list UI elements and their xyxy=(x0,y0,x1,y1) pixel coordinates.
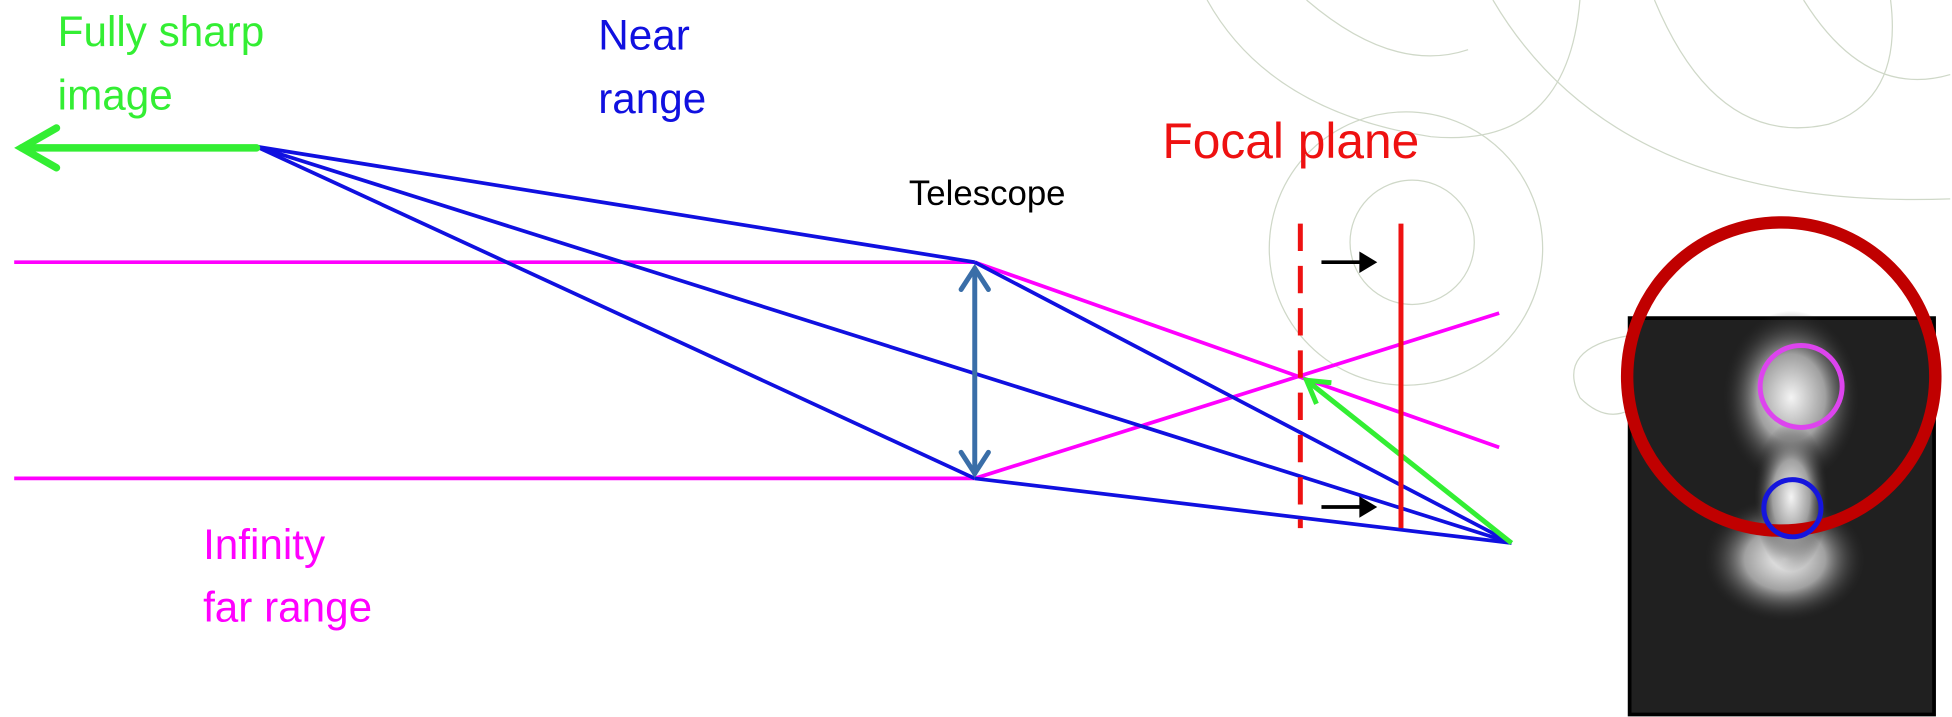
near-rays xyxy=(257,147,1512,543)
far-range-label: Infinity far range xyxy=(203,521,372,630)
label-line: range xyxy=(598,75,706,122)
near-range-label: Near range xyxy=(598,12,706,122)
focal-plane-label: Focal plane xyxy=(1162,113,1419,169)
image-arrow xyxy=(22,128,257,168)
star-photo xyxy=(1627,222,1935,714)
diagram: Fully sharp image Near range Telescope F… xyxy=(0,0,1952,717)
page: {"labels":{ "sharp_image":["Fully sharp"… xyxy=(0,0,1952,717)
focus-arrow xyxy=(1307,380,1512,543)
label-line: Infinity xyxy=(203,521,326,568)
label-line: image xyxy=(58,71,173,118)
sharp-image-label: Fully sharp image xyxy=(58,8,276,118)
label-line: Fully sharp xyxy=(58,8,265,55)
label-line: Near xyxy=(598,12,690,59)
far-rays xyxy=(14,262,1499,478)
label-line: far range xyxy=(203,583,372,630)
telescope-label: Telescope xyxy=(909,175,1066,213)
